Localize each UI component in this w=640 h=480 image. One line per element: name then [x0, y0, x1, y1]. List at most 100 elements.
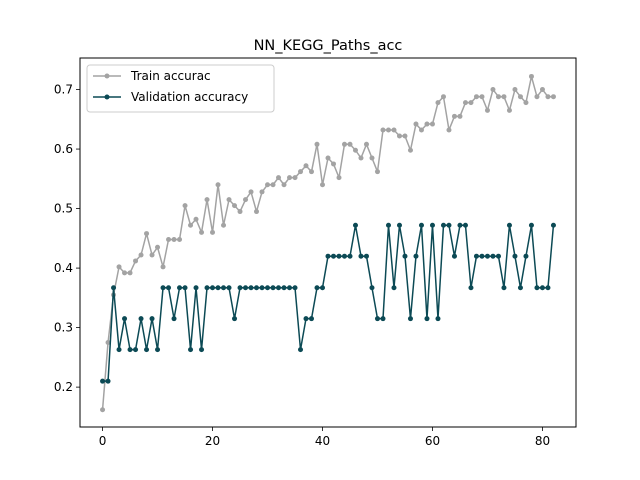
data-point	[418, 127, 424, 133]
data-point	[539, 285, 545, 291]
data-point	[232, 203, 238, 209]
data-point	[462, 100, 468, 106]
data-point	[116, 264, 122, 270]
data-point	[342, 253, 347, 259]
data-point	[512, 87, 518, 93]
data-point	[429, 121, 435, 127]
data-point	[374, 316, 380, 322]
data-point	[363, 141, 369, 147]
data-point	[347, 253, 353, 259]
data-point	[374, 169, 380, 175]
data-point	[127, 270, 133, 276]
data-point	[177, 285, 183, 291]
data-point	[298, 347, 304, 353]
legend-train-label: Train accurac	[130, 69, 211, 83]
data-point	[281, 182, 287, 188]
data-point	[127, 347, 133, 353]
data-point	[100, 378, 106, 384]
data-point	[248, 189, 254, 195]
data-point	[363, 253, 369, 259]
data-point	[287, 285, 293, 291]
data-point	[309, 169, 314, 175]
data-point	[550, 222, 556, 228]
legend: Train accurac Validation accuracy	[86, 64, 275, 113]
legend-validation-marker	[104, 94, 110, 100]
data-point	[155, 347, 161, 353]
data-point	[336, 253, 342, 259]
data-point	[534, 285, 540, 291]
data-point	[138, 252, 144, 258]
data-point	[512, 253, 518, 259]
data-point	[451, 113, 457, 119]
data-point	[287, 175, 293, 181]
data-point	[270, 285, 276, 291]
data-point	[221, 285, 227, 291]
data-point	[309, 316, 314, 322]
data-point	[402, 133, 408, 139]
data-point	[380, 316, 386, 322]
data-point	[160, 285, 166, 291]
data-point	[182, 203, 188, 209]
data-point	[539, 87, 545, 93]
data-point	[248, 285, 254, 291]
data-point	[501, 285, 507, 291]
data-point	[320, 182, 325, 188]
data-point	[166, 285, 172, 291]
data-point	[100, 407, 106, 413]
data-point	[204, 285, 210, 291]
data-point	[105, 378, 111, 384]
data-point	[270, 182, 276, 188]
data-point	[188, 222, 194, 228]
data-point	[226, 285, 232, 291]
y-tick-label: 0.3	[54, 321, 73, 335]
data-point	[193, 285, 199, 291]
data-point	[331, 161, 336, 167]
data-point	[265, 182, 271, 188]
data-point	[352, 222, 358, 228]
data-point	[506, 222, 512, 228]
data-point	[484, 107, 490, 113]
series-0	[100, 73, 556, 413]
data-point	[479, 94, 485, 100]
data-point	[243, 285, 249, 291]
chart-title: NN_KEGG_Paths_acc	[254, 38, 403, 54]
data-point	[440, 94, 446, 100]
data-point	[237, 285, 243, 291]
data-point	[122, 270, 128, 276]
data-point	[188, 347, 194, 353]
plot-frame	[79, 57, 577, 428]
data-point	[314, 285, 320, 291]
data-point	[116, 347, 122, 353]
data-point	[232, 316, 238, 322]
data-point	[391, 285, 397, 291]
data-point	[133, 258, 139, 264]
x-tick-label: 60	[425, 434, 440, 448]
data-point	[473, 253, 479, 259]
series-1	[100, 222, 556, 384]
y-tick-label: 0.6	[54, 142, 73, 156]
data-point	[517, 285, 523, 291]
data-point	[545, 94, 551, 100]
data-point	[369, 155, 375, 161]
data-point	[435, 100, 441, 106]
data-point	[407, 147, 413, 153]
data-point	[440, 222, 446, 228]
data-point	[221, 222, 227, 228]
data-point	[292, 175, 298, 181]
data-point	[210, 285, 216, 291]
data-point	[204, 197, 210, 203]
data-point	[446, 127, 452, 133]
data-point	[182, 285, 188, 291]
data-point	[276, 175, 282, 181]
data-point	[435, 316, 441, 322]
data-point	[303, 163, 309, 169]
data-point	[534, 94, 540, 100]
data-point	[138, 316, 144, 322]
data-point	[254, 285, 260, 291]
data-point	[314, 141, 320, 147]
data-point	[331, 253, 336, 259]
y-tick-label: 0.5	[54, 202, 73, 216]
data-point	[111, 285, 117, 291]
data-point	[424, 316, 430, 322]
